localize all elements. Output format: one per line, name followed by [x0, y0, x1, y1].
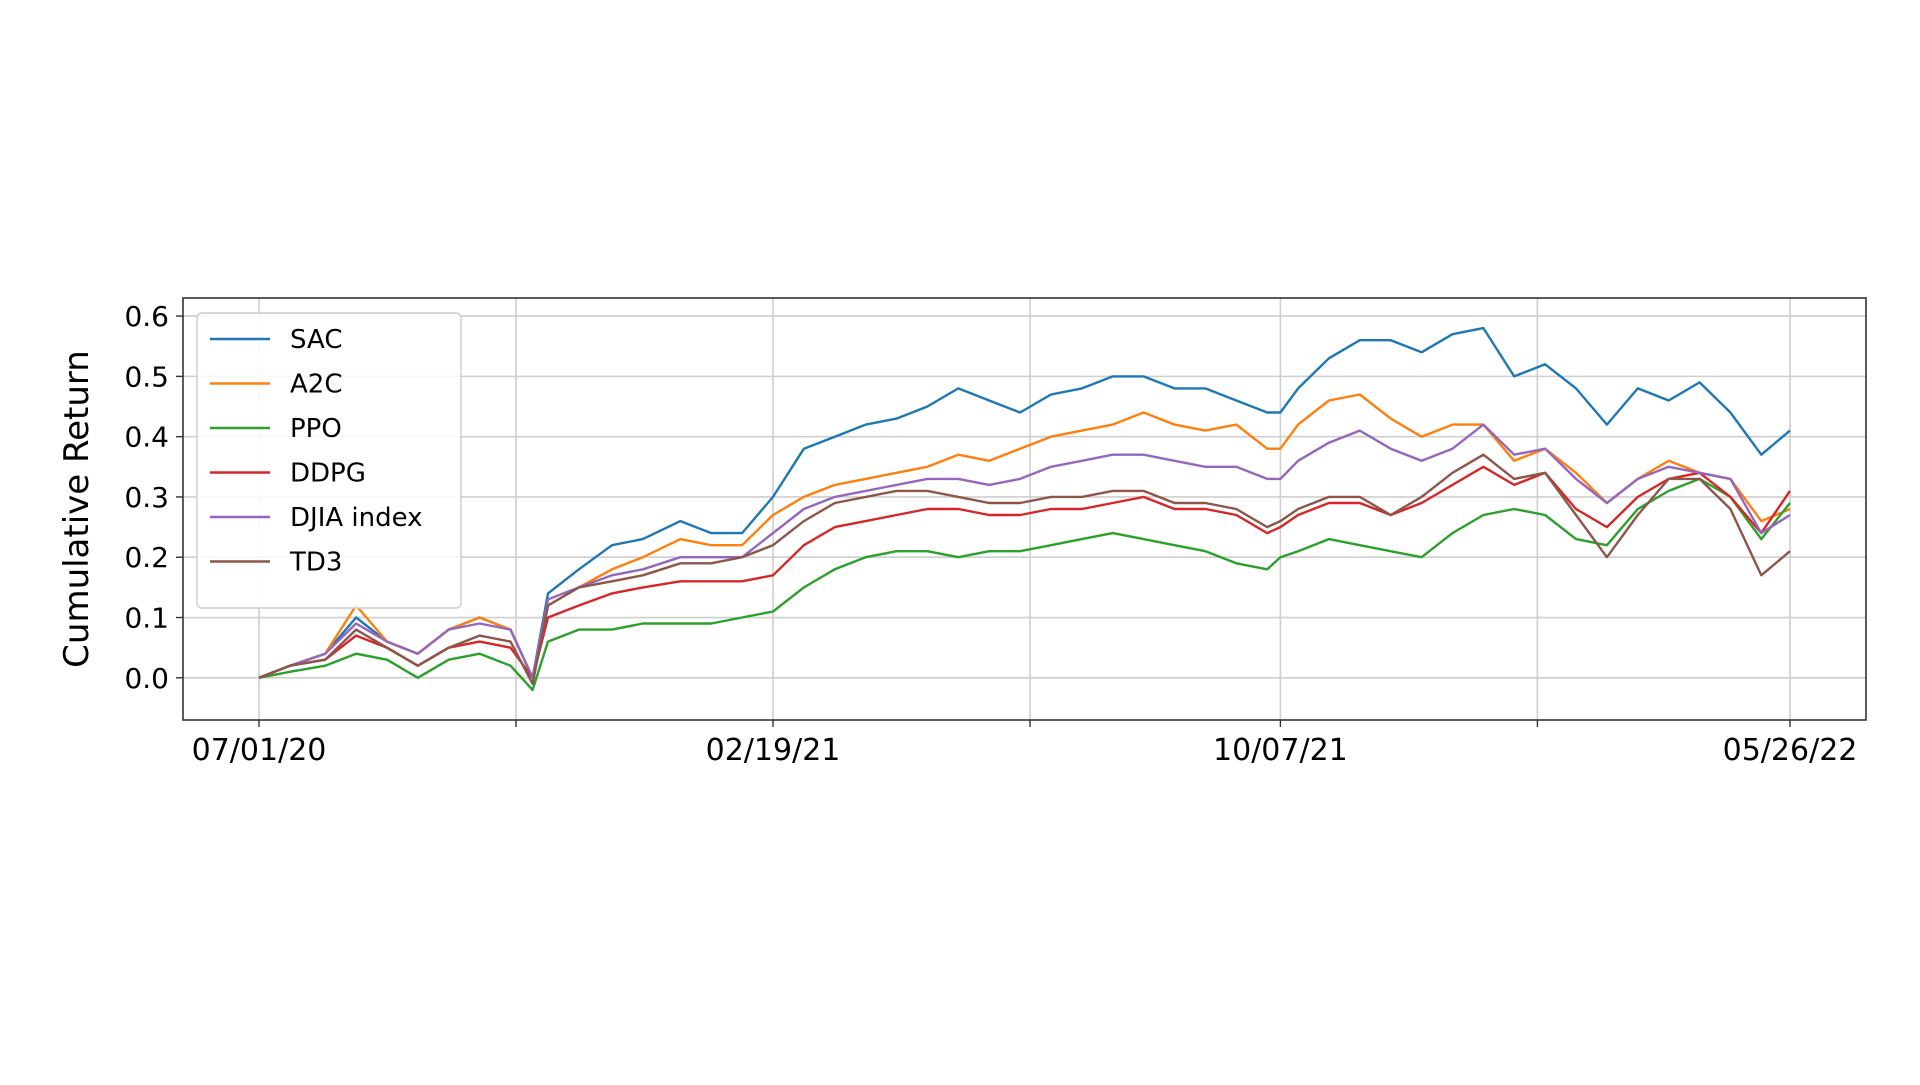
legend-label: SAC — [290, 325, 342, 355]
y-tick-label: 0.6 — [124, 300, 169, 333]
x-tick-label: 07/01/20 — [192, 733, 327, 768]
y-axis-ticks: 0.0 0.1 0.2 0.3 0.4 0.5 0.6 — [124, 300, 183, 695]
legend-box — [196, 312, 462, 609]
x-tick-label: 10/07/21 — [1213, 733, 1348, 768]
x-tick-label: 05/26/22 — [1723, 733, 1858, 768]
plot-frame — [182, 297, 1867, 721]
x-axis-ticks: 07/01/20 02/19/21 10/07/21 05/26/22 — [192, 720, 1858, 768]
x-tick-label: 02/19/21 — [706, 733, 841, 768]
legend-label: DDPG — [290, 459, 366, 489]
y-tick-label: 0.1 — [124, 602, 169, 635]
y-tick-label: 0.5 — [124, 360, 169, 393]
y-tick-label: 0.2 — [124, 541, 169, 574]
legend-label: TD3 — [289, 548, 342, 578]
series-line-ddpg — [258, 465, 1791, 679]
legend-label: PPO — [290, 414, 342, 444]
series-line-td3 — [258, 453, 1791, 685]
y-tick-label: 0.0 — [124, 662, 169, 695]
legend-label: A2C — [290, 370, 342, 400]
legend: SAC A2C PPO DDPG DJIA index TD3 — [196, 312, 462, 609]
series-lines — [258, 326, 1791, 692]
series-line-djia-index — [258, 423, 1791, 679]
series-line-ppo — [258, 477, 1791, 692]
y-axis-label: Cumulative Return — [57, 350, 97, 668]
legend-label: DJIA index — [290, 503, 423, 533]
y-tick-label: 0.3 — [124, 481, 169, 514]
y-tick-label: 0.4 — [124, 421, 169, 454]
